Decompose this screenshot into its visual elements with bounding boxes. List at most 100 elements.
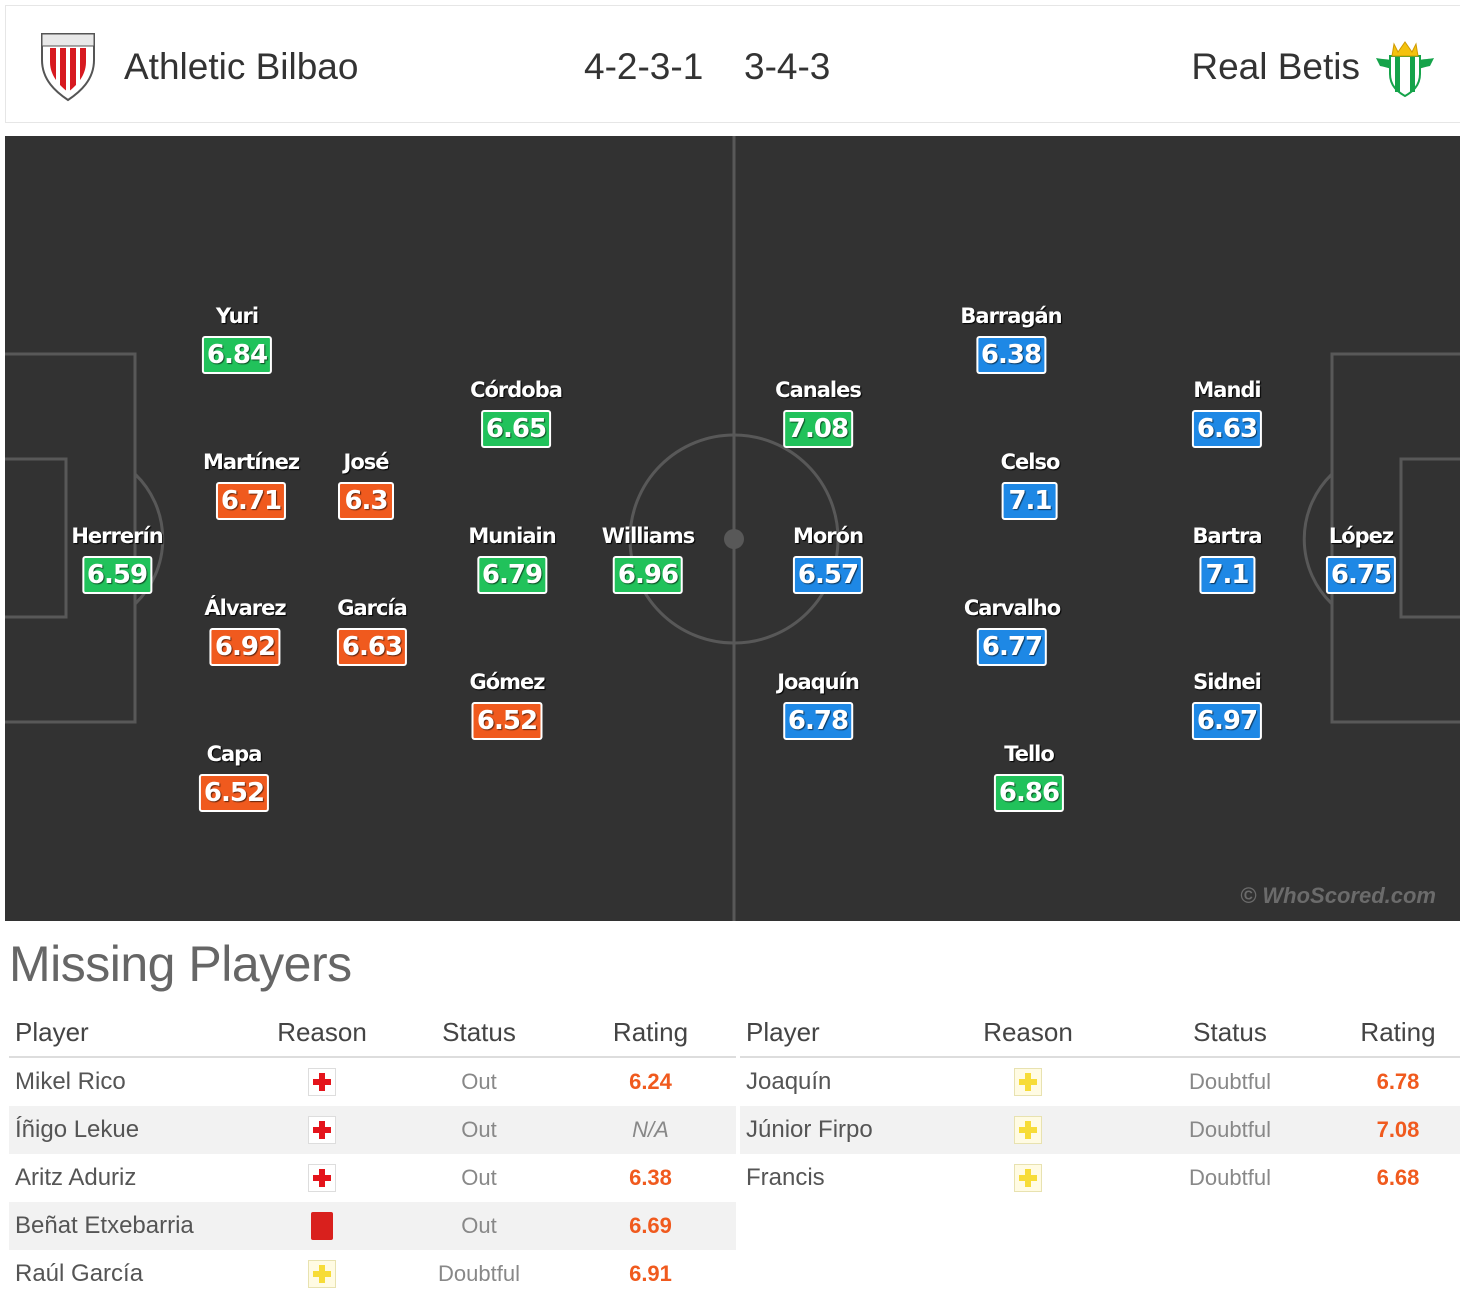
home-player-card[interactable]: Martínez 6.71 (202, 450, 300, 520)
away-player-card[interactable]: Sidnei 6.97 (1191, 670, 1263, 740)
column-header-reason[interactable]: Reason (251, 1008, 393, 1058)
player-rating: 6.92 (209, 628, 281, 666)
home-player-card[interactable]: Capa 6.52 (198, 742, 270, 812)
player-link[interactable]: Mikel Rico (15, 1068, 126, 1095)
match-header: Athletic Bilbao 4-2-3-1 3-4-3 Real Betis (5, 5, 1460, 123)
player-link[interactable]: Júnior Firpo (740, 1106, 932, 1154)
missing-players-title: Missing Players (9, 936, 352, 992)
table-row: Joaquín Doubtful 6.78 (740, 1057, 1460, 1106)
player-name: Yuri (215, 304, 259, 328)
table-row: Íñigo Lekue Out N/A (9, 1106, 736, 1154)
player-link[interactable]: Raúl García (15, 1260, 144, 1287)
reason-cell (932, 1154, 1124, 1202)
away-player-card[interactable]: Joaquín 6.78 (777, 670, 860, 740)
player-rating: 7.1 (1198, 556, 1255, 594)
away-player-card[interactable]: Celso 7.1 (1001, 450, 1060, 520)
player-rating: 6.65 (480, 410, 552, 448)
player-name: Mandi (1193, 378, 1261, 402)
player-name: José (343, 450, 390, 474)
column-header-rating[interactable]: Rating (565, 1008, 736, 1058)
reason-cell (251, 1250, 393, 1298)
injury-cross-icon (308, 1116, 336, 1145)
away-player-card[interactable]: Tello 6.86 (993, 742, 1065, 812)
home-player-card[interactable]: Yuri 6.84 (201, 304, 273, 374)
column-header-rating[interactable]: Rating (1336, 1008, 1460, 1058)
away-player-card[interactable]: Mandi 6.63 (1191, 378, 1263, 448)
player-rating: 6.86 (993, 774, 1065, 812)
column-header-status[interactable]: Status (393, 1008, 565, 1058)
player-link[interactable]: Beñat Etxebarria (9, 1202, 251, 1250)
reason-cell (932, 1057, 1124, 1106)
watermark: © WhoScored.com (1240, 883, 1436, 908)
reason-cell (251, 1106, 393, 1154)
home-player-card[interactable]: Gómez 6.52 (469, 670, 546, 740)
player-name: López (1328, 524, 1394, 548)
away-team-name[interactable]: Real Betis (1191, 46, 1360, 87)
away-player-card[interactable]: Canales 7.08 (775, 378, 862, 448)
away-player-card[interactable]: Barragán 6.38 (960, 304, 1063, 374)
player-name: Barragán (960, 304, 1062, 328)
player-name: Martínez (202, 450, 300, 474)
player-rating: 6.84 (201, 336, 273, 374)
home-missing-table: Player Reason Status Rating Mikel Rico O… (9, 1008, 736, 1298)
red-card-icon (311, 1212, 333, 1241)
player-name: Bartra (1192, 524, 1262, 548)
away-player-card[interactable]: Morón 6.57 (792, 524, 864, 594)
player-rating: 6.52 (471, 702, 543, 740)
player-rating: 7.1 (1002, 482, 1058, 520)
home-formation: 4-2-3-1 (584, 46, 704, 87)
away-player-card[interactable]: López 6.75 (1325, 524, 1397, 594)
status-cell: Doubtful (1189, 1165, 1271, 1190)
player-rating: 6.79 (476, 556, 548, 594)
player-link[interactable]: Aritz Aduriz (15, 1164, 137, 1191)
rating-cell: 6.68 (1376, 1165, 1420, 1190)
player-link[interactable]: Joaquín (746, 1068, 832, 1095)
player-name: Morón (792, 524, 864, 548)
player-rating: 6.3 (338, 482, 394, 520)
player-rating: 6.77 (976, 628, 1048, 666)
home-player-card[interactable]: José 6.3 (338, 450, 394, 520)
player-name: García (337, 596, 408, 620)
player-name: Capa (206, 742, 263, 766)
player-rating: 6.75 (1325, 556, 1397, 594)
status-cell: Out (393, 1202, 565, 1250)
home-player-card[interactable]: Herrerín 6.59 (71, 524, 164, 594)
away-player-card[interactable]: Bartra 7.1 (1192, 524, 1263, 594)
player-rating: 6.63 (1191, 410, 1263, 448)
home-player-card[interactable]: Muniain 6.79 (468, 524, 557, 594)
status-cell: Doubtful (438, 1261, 520, 1286)
player-rating: 6.52 (198, 774, 270, 812)
player-rating: 6.96 (612, 556, 684, 594)
pitch: Yuri 6.84 Martínez 6.71 José 6.3 Herrerí… (5, 136, 1460, 921)
rating-cell: 6.78 (1376, 1069, 1420, 1094)
home-player-card[interactable]: Córdoba 6.65 (470, 378, 563, 448)
player-name: Gómez (469, 670, 545, 694)
athletic-bilbao-crest-icon[interactable] (36, 30, 100, 102)
home-player-card[interactable]: García 6.63 (336, 596, 408, 666)
real-betis-crest-icon[interactable] (1372, 40, 1438, 98)
column-header-player[interactable]: Player (740, 1008, 932, 1058)
table-row: Júnior Firpo Doubtful 7.08 (740, 1106, 1460, 1154)
home-player-card[interactable]: Álvarez 6.92 (204, 596, 287, 666)
player-name: Córdoba (470, 378, 563, 402)
injury-cross-icon (308, 1068, 336, 1097)
away-player-card[interactable]: Carvalho 6.77 (964, 596, 1061, 666)
player-rating: 6.57 (792, 556, 864, 594)
away-formation: 3-4-3 (744, 46, 831, 87)
home-team-name[interactable]: Athletic Bilbao (124, 46, 359, 87)
column-header-reason[interactable]: Reason (932, 1008, 1124, 1058)
doubtful-cross-icon (308, 1260, 336, 1289)
player-rating: 6.59 (81, 556, 153, 594)
home-player-card[interactable]: Williams 6.96 (602, 524, 695, 594)
status-cell: Out (461, 1165, 497, 1190)
player-name: Muniain (468, 524, 556, 548)
column-header-status[interactable]: Status (1124, 1008, 1336, 1058)
player-link[interactable]: Francis (746, 1164, 825, 1191)
reason-cell (251, 1202, 393, 1250)
rating-cell: 6.69 (565, 1202, 736, 1250)
player-link[interactable]: Íñigo Lekue (9, 1106, 251, 1154)
column-header-player[interactable]: Player (9, 1008, 251, 1058)
player-name: Canales (775, 378, 862, 402)
injury-cross-icon (308, 1164, 336, 1193)
status-cell: Doubtful (1189, 1069, 1271, 1094)
